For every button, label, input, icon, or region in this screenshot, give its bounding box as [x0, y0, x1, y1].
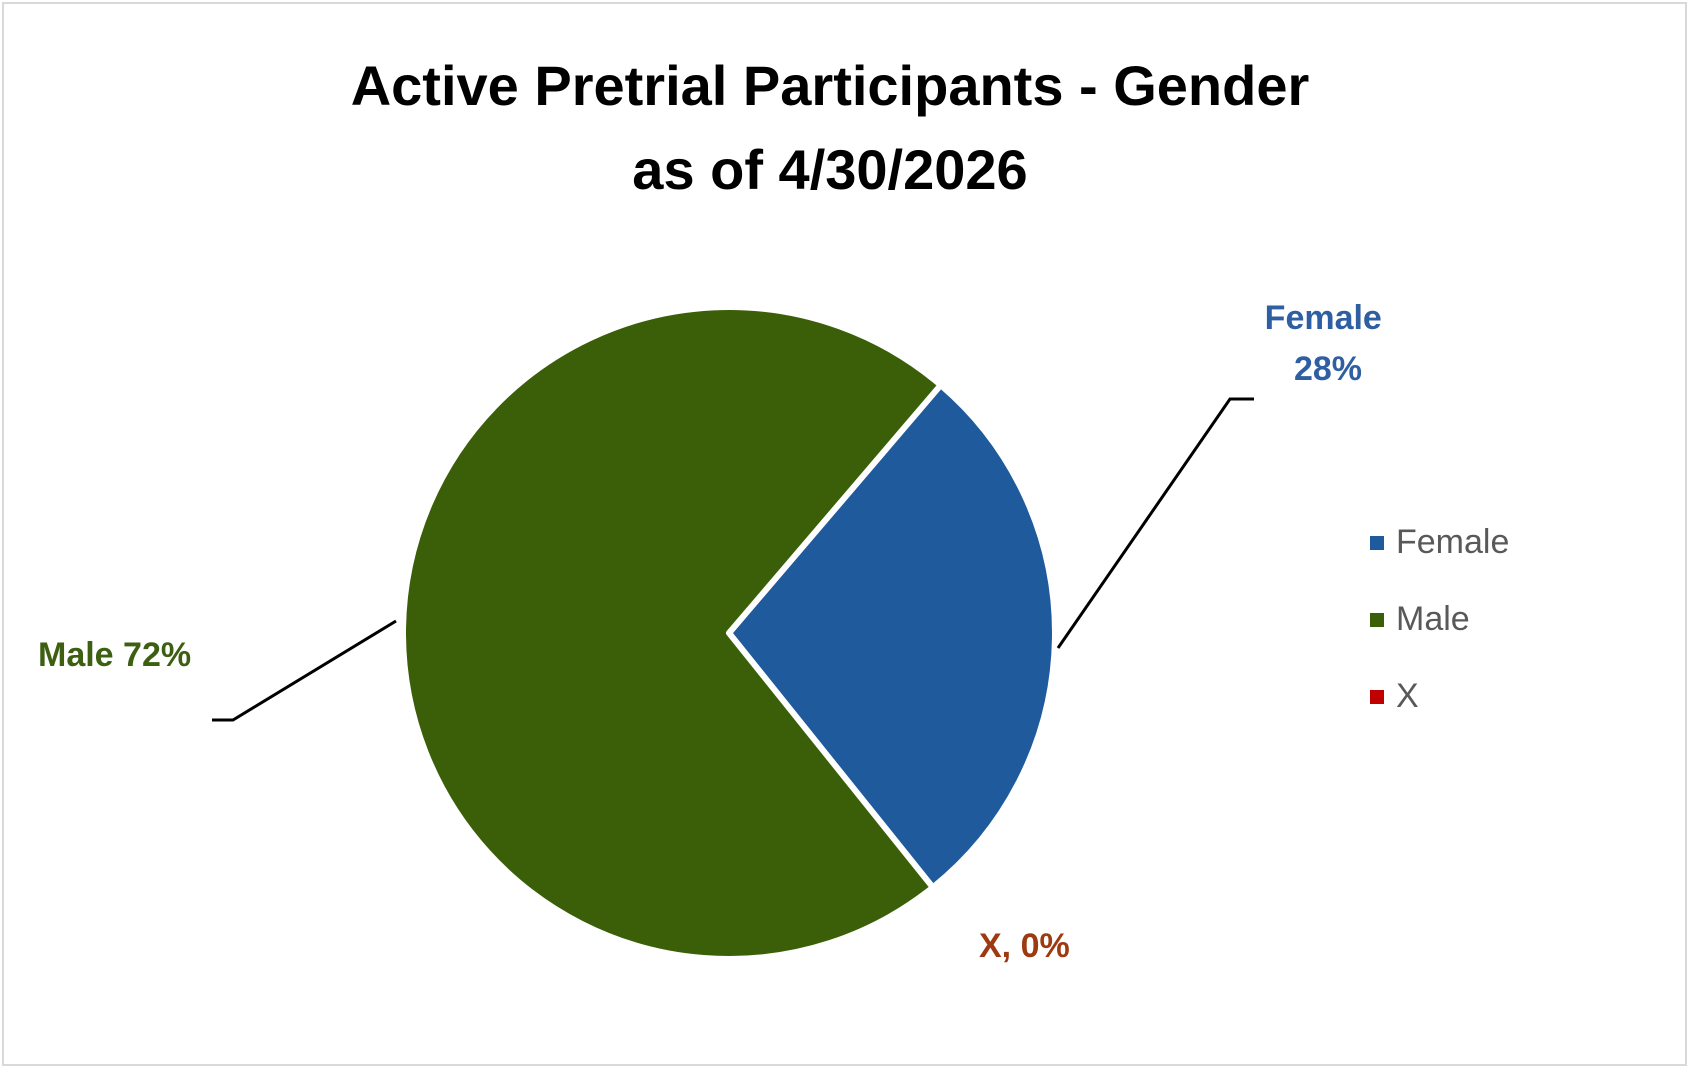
data-label-female-name: Female [1265, 299, 1382, 337]
legend-swatch-x [1370, 689, 1384, 704]
legend: Female Male X [1370, 504, 1509, 735]
leader-lines [212, 397, 1254, 722]
legend-item-x[interactable]: X [1370, 658, 1509, 735]
leader-line-male [212, 619, 397, 722]
chart-title: Active Pretrial Participants - Gender as… [0, 44, 1660, 212]
legend-label-female: Female [1396, 523, 1510, 561]
legend-label-male: Male [1396, 600, 1470, 638]
data-label-x: X, 0% [979, 927, 1070, 965]
data-labels: Female 28% Male 72% X, 0% [38, 299, 1392, 965]
legend-item-male[interactable]: Male [1370, 581, 1509, 658]
pie-slice-male[interactable] [400, 304, 944, 962]
pie-slice-female[interactable] [726, 382, 1058, 891]
pie-slices [400, 304, 1058, 962]
leader-line-female [1056, 397, 1254, 649]
data-label-male: Male 72% [38, 636, 191, 674]
legend-item-female[interactable]: Female [1370, 504, 1509, 581]
chart-title-line-2: as of 4/30/2026 [632, 138, 1028, 201]
chart-title-line-1: Active Pretrial Participants - Gender [350, 54, 1310, 117]
legend-swatch-male [1370, 612, 1384, 627]
data-label-female-percent: 28% [1294, 350, 1362, 388]
legend-swatch-female [1370, 535, 1384, 550]
data-label-female: Female 28% [1265, 299, 1392, 388]
legend-label-x: X [1396, 677, 1419, 715]
